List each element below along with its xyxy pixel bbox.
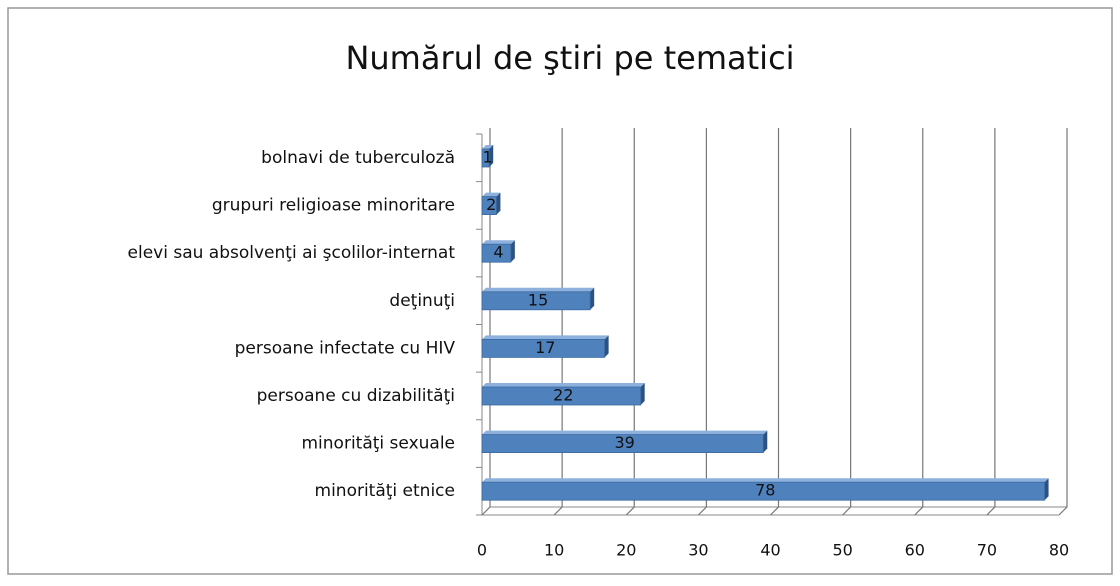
grid-line xyxy=(842,128,852,516)
value-label: 22 xyxy=(553,386,573,405)
bar xyxy=(481,243,512,263)
grid-line xyxy=(914,128,924,516)
bar-top xyxy=(482,430,768,435)
bar-side xyxy=(604,335,609,358)
y-tick-label: minorităţi sexuale xyxy=(302,434,456,454)
value-label: 4 xyxy=(493,243,503,262)
y-tick-label: persoane cu dizabilităţi xyxy=(257,386,455,406)
value-label: 78 xyxy=(755,481,775,500)
bar-side xyxy=(496,192,501,215)
value-label: 17 xyxy=(535,338,555,357)
value-label: 1 xyxy=(483,148,493,167)
bar-side xyxy=(590,287,595,310)
bar xyxy=(481,196,497,216)
bar-top xyxy=(482,240,515,245)
bar xyxy=(481,481,1045,501)
y-tick-label: bolnavi de tuberculoză xyxy=(261,148,455,168)
value-label: 15 xyxy=(528,290,548,309)
bar xyxy=(481,148,490,168)
value-label: 2 xyxy=(486,195,496,214)
bar-side xyxy=(510,240,515,263)
x-tick-label: 80 xyxy=(1049,541,1069,560)
x-tick-label: 70 xyxy=(977,541,997,560)
grid-line xyxy=(1058,128,1068,516)
bar-side xyxy=(489,145,494,167)
chart-title: Numărul de ştiri pe tematici xyxy=(345,39,794,77)
bar-side xyxy=(1044,478,1049,501)
bar-top xyxy=(482,192,501,197)
y-tick-label: grupuri religioase minoritare xyxy=(212,196,455,216)
x-tick-label: 50 xyxy=(832,541,852,560)
grid-line xyxy=(553,128,563,516)
bar xyxy=(481,434,764,454)
x-tick-label: 10 xyxy=(544,541,564,560)
bar xyxy=(481,338,606,358)
y-tick-label: minorităţi etnice xyxy=(315,481,455,501)
x-tick-label: 40 xyxy=(760,541,780,560)
grid-line xyxy=(625,128,635,516)
bar xyxy=(481,291,591,311)
x-tick-label: 20 xyxy=(616,541,636,560)
bar-top xyxy=(482,145,494,149)
y-tick-label: persoane infectate cu HIV xyxy=(235,338,456,358)
value-label: 39 xyxy=(614,433,634,452)
grid-line xyxy=(697,128,707,516)
bar-top xyxy=(482,335,609,340)
x-tick-label: 60 xyxy=(905,541,925,560)
bar-side xyxy=(763,430,768,453)
bar-side xyxy=(640,383,645,405)
x-tick-label: 0 xyxy=(477,541,487,560)
y-tick-label: deţinuţi xyxy=(389,291,455,311)
bar xyxy=(481,386,642,406)
bar-top xyxy=(482,287,595,292)
x-tick-label: 30 xyxy=(688,541,708,560)
bar-top xyxy=(482,383,645,387)
bar-top xyxy=(482,478,1049,483)
y-tick-label: elevi sau absolvenţi ai şcolilor-interna… xyxy=(128,243,456,263)
grid-line xyxy=(986,128,996,516)
grid-line xyxy=(770,128,780,516)
